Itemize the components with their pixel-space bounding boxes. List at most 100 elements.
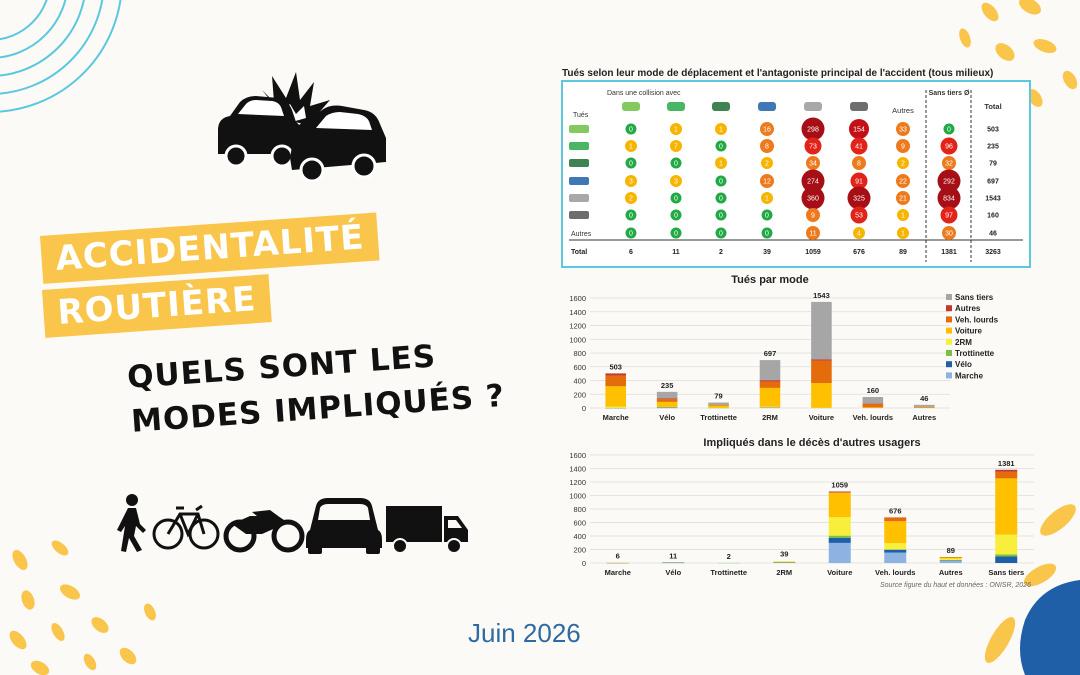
matrix-value: 9 [811,213,815,220]
matrix-bubble [715,140,727,152]
bicycle-icon [152,504,220,550]
row-total: 697 [987,179,999,186]
matrix-bubble [852,156,866,170]
legend-swatch [946,338,952,345]
bar-total-label: 503 [609,362,622,371]
bar-segment [884,543,907,550]
y-tick-label: 1600 [569,294,586,303]
row-total: 46 [989,231,997,238]
matrix-value: 325 [853,196,865,203]
matrix-bubble [801,117,825,141]
matrix-bubble [670,175,682,187]
bar-segment [862,397,884,404]
grand-total: 3263 [985,249,1001,256]
matrix-bubble [897,209,909,221]
matrix-bubble [670,227,682,239]
legend-label: Marche [955,371,984,380]
matrix-bubble [849,119,869,139]
matrix-value: 154 [853,127,865,134]
matrix-bubble [760,139,774,153]
matrix-value: 2 [901,161,905,168]
matrix-value: 8 [857,161,861,168]
matrix-value: 0 [719,179,723,186]
matrix-value: 1 [719,161,723,168]
bar-segment [995,471,1018,479]
bar-segment [605,406,626,408]
matrix-bubble [897,227,909,239]
matrix-bubble [715,123,727,135]
confetti-decoration [9,0,1078,675]
bar-segment [995,478,1018,535]
x-tick-label: Veh. lourds [875,568,915,577]
total-value: 11 [672,249,680,256]
x-tick-label: Sans tiers [988,568,1024,577]
bar-segment [759,381,781,388]
matrix-value: 96 [945,144,953,151]
matrix-bubble [625,175,637,187]
column-label-autres: Autres [892,106,914,115]
matrix-bubble [804,137,822,155]
matrix-value: 298 [807,127,819,134]
chart-impliques: Impliqués dans le décès d'autres usagers… [569,437,1034,577]
bar-segment [995,534,1018,555]
matrix-value: 8 [765,144,769,151]
bar-segment [862,403,884,408]
column-label-total: Total [984,102,1001,111]
bar-segment [773,562,796,563]
x-tick-label: Autres [912,413,936,422]
bar-segment [708,405,729,408]
column-mode-icon [667,102,685,111]
bar-segment [862,407,884,408]
bar-segment [828,537,851,543]
matrix-value: 2 [629,196,633,203]
bar-segment [914,407,935,408]
total-value: 1381 [941,249,957,256]
legend-swatch [946,294,952,300]
y-tick-label: 600 [573,519,586,528]
row-total: 160 [987,213,999,220]
matrix-value: 0 [719,231,723,238]
row-header: Tués [573,112,589,119]
matrix-bubble [760,122,774,136]
matrix-value: 0 [674,161,678,168]
x-tick-label: Vélo [659,413,675,422]
matrix-bubble [715,227,727,239]
y-tick-label: 800 [573,349,586,358]
x-tick-label: 2RM [762,413,778,422]
matrix-bubble [806,156,820,170]
total-value: 39 [763,249,771,256]
matrix-value: 1 [765,196,769,203]
y-tick-label: 1000 [569,335,586,344]
matrix-bubble [942,226,956,240]
bar-total-label: 676 [889,506,902,515]
matrix-bubble [715,209,727,221]
matrix-bubble [761,209,773,221]
bar-segment [656,401,678,407]
legend-label: Sans tiers [955,293,994,302]
row-total: 503 [987,127,999,134]
matrix-value: 834 [943,196,955,203]
bar-segment [708,404,729,406]
bar-segment [828,492,851,493]
matrix-bubble [670,192,682,204]
matrix-value: 0 [629,231,633,238]
motorcycle-icon [223,510,305,553]
matrix-value: 0 [765,231,769,238]
total-row-label: Total [571,249,587,256]
matrix-bubble [943,123,955,135]
matrix-svg: Dans une collision avec Tués Autres Sans ti… [569,90,1023,262]
x-tick-label: Trottinette [710,568,747,577]
bar-total-label: 11 [669,551,677,560]
matrix-value: 1 [901,213,905,220]
y-tick-label: 0 [582,404,586,413]
matrix-bubble [806,226,820,240]
matrix-value: 16 [763,127,771,134]
legend-swatch [946,316,952,323]
matrix-value: 0 [629,161,633,168]
pedestrian-icon [117,494,146,552]
bar-segment [995,556,1018,563]
matrix-bubble [940,206,958,224]
row-total: 235 [987,144,999,151]
y-tick-label: 1400 [569,465,586,474]
concentric-arcs-decoration [0,0,122,113]
